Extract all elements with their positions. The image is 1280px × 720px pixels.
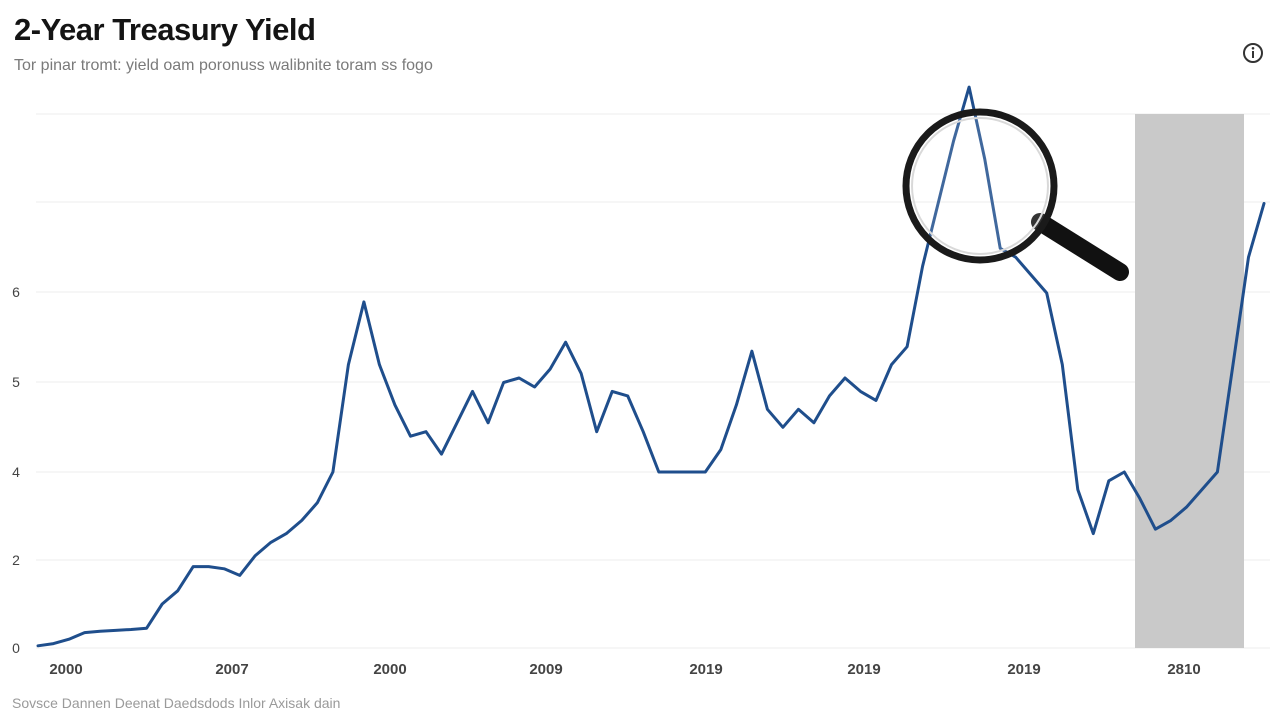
x-tick-label: 2019: [1007, 661, 1040, 678]
x-tick-label: 2000: [373, 661, 406, 678]
x-tick-label: 2019: [689, 661, 722, 678]
info-icon[interactable]: [1242, 42, 1264, 64]
x-tick-label: 2000: [49, 661, 82, 678]
x-tick-label: 2810: [1167, 661, 1200, 678]
magnifier-icon: [902, 108, 1129, 281]
series-line: [36, 85, 1266, 648]
y-tick-label: 0: [12, 640, 20, 656]
x-tick-label: 2007: [215, 661, 248, 678]
source-note: Sovsce Dannen Deenat Daedsdods Inlor Axi…: [12, 695, 341, 711]
shaded-band: [1135, 114, 1244, 648]
chart-title: 2-Year Treasury Yield: [14, 12, 316, 47]
y-tick-label: 5: [12, 374, 20, 390]
y-tick-label: 2: [12, 552, 20, 568]
chart-subtitle: Tor pinar tromt: yield oam poronuss wali…: [14, 57, 433, 74]
x-tick-label: 2019: [847, 661, 880, 678]
x-tick-label: 2009: [529, 661, 562, 678]
y-tick-label: 4: [12, 464, 20, 480]
y-tick-label: 6: [12, 284, 20, 300]
